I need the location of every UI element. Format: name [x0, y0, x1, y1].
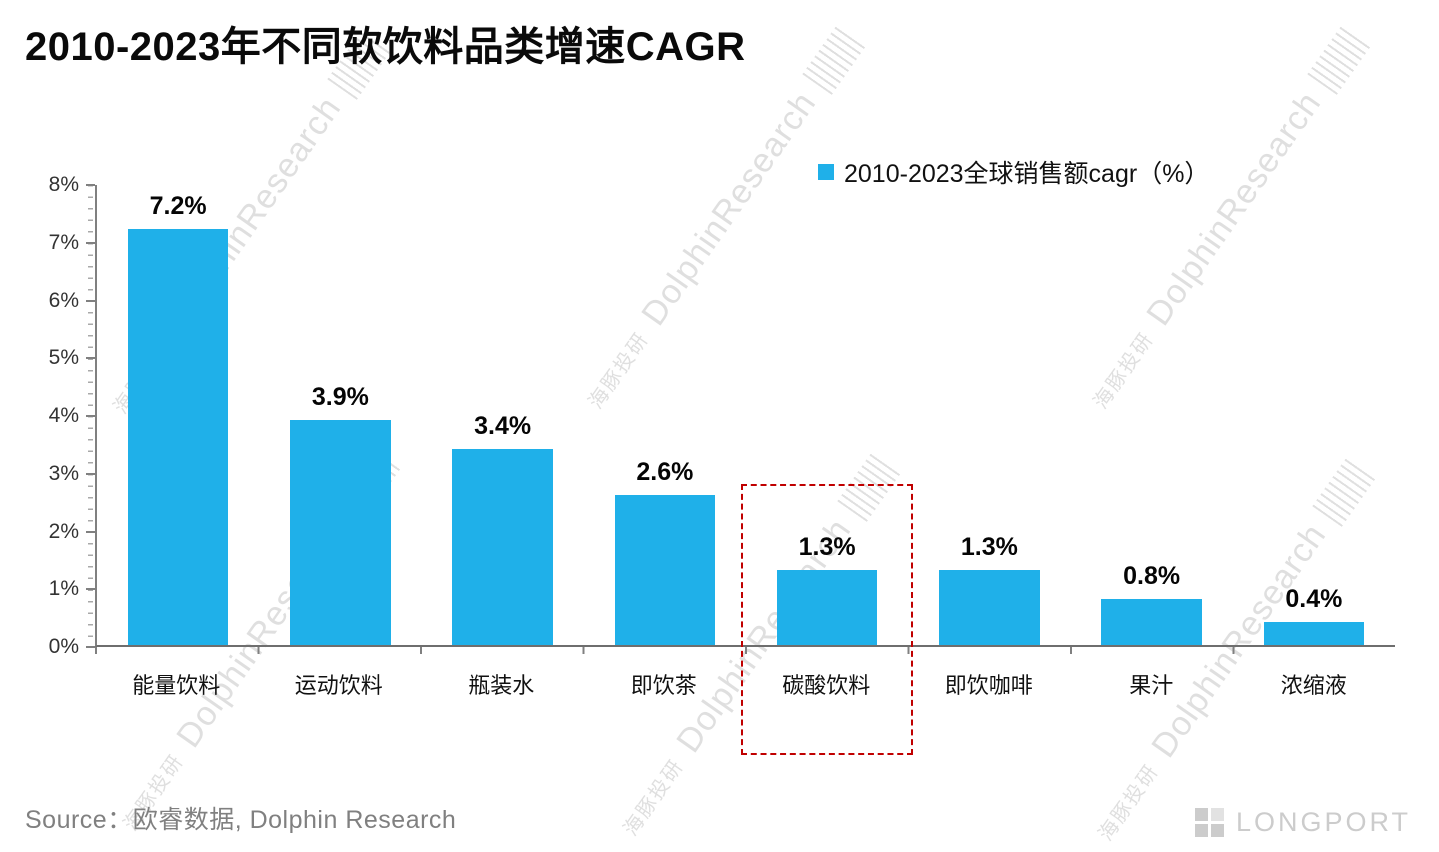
y-tick-mark [86, 184, 95, 186]
y-tick-mark [86, 530, 95, 533]
y-tick-label: 2% [48, 519, 79, 543]
x-axis-label: 能量饮料 [132, 673, 221, 698]
x-axis-ticks [95, 647, 1395, 654]
x-axis-label: 运动饮料 [294, 673, 383, 698]
chart-title: 2010-2023年不同软饮料品类增速CAGR [25, 25, 746, 69]
y-tick-label: 0% [48, 635, 79, 658]
x-axis-label: 瓶装水 [468, 673, 535, 698]
plot-wrap: 7.2% 3.9% 3.4% 2.6% 1.3% 1.3% 0.8% 0.4% 能量饮料 运动饮… [95, 185, 1395, 755]
y-tick-mark [86, 241, 95, 244]
bar-浓缩液 [1263, 621, 1365, 645]
x-axis-label: 碳酸饮料 [782, 673, 871, 698]
plot-area: 7.2% 3.9% 3.4% 2.6% 1.3% 1.3% 0.8% 0.4% [95, 185, 1395, 755]
longport-logo: LONGPORT [1194, 807, 1411, 838]
bar-即饮茶 [614, 494, 716, 645]
bar-value-label: 2.6% [636, 457, 694, 486]
y-axis: 0% 1% 2% 3% 4% 5% 6% 7% 8% [25, 173, 95, 658]
legend: 2010-2023全球销售额cagr（%） [818, 154, 1209, 190]
y-tick-mark [86, 588, 95, 591]
x-axis-label: 即饮茶 [630, 673, 697, 698]
bar-column-8: 0.4% [1233, 185, 1395, 645]
y-tick-label: 1% [48, 577, 79, 601]
bar-即饮咖啡 [939, 569, 1040, 645]
longport-logo-text: LONGPORT [1235, 807, 1411, 837]
bar-value-label: 3.9% [311, 382, 369, 411]
source-note: Source：欧睿数据, Dolphin Research [25, 806, 457, 834]
y-tick-mark [86, 415, 95, 417]
y-tick-label: 8% [48, 173, 79, 196]
y-tick-mark [86, 646, 95, 648]
bar-果汁 [1101, 598, 1202, 645]
y-tick-label: 4% [48, 404, 79, 427]
x-axis-label: 果汁 [1129, 673, 1174, 698]
bar-value-label: 0.8% [1123, 561, 1181, 590]
y-tick-label: 7% [48, 230, 79, 254]
bar-column-6: 1.3% [908, 185, 1070, 645]
bar-能量饮料 [127, 229, 229, 645]
bar-value-label: 7.2% [149, 192, 207, 221]
y-tick-mark [86, 299, 95, 302]
longport-grid-icon [1194, 808, 1224, 837]
hatch-pattern-icon [1306, 23, 1372, 95]
bar-column-2: 3.9% [259, 185, 421, 645]
legend-label: 2010-2023全球销售额cagr（%） [844, 160, 1210, 188]
y-tick-mark [86, 472, 95, 475]
y-tick-label: 3% [48, 461, 79, 485]
bar-value-label: 1.3% [798, 532, 856, 561]
watermark-cn-text: 海豚投研 [1094, 760, 1164, 846]
watermark-cn-text: 海豚投研 [619, 755, 689, 841]
bar-column-3: 3.4% [422, 185, 584, 645]
legend-swatch-icon [818, 164, 834, 180]
bar-column-7: 0.8% [1071, 185, 1233, 645]
bar-碳酸饮料 [776, 569, 878, 645]
bar-value-label: 3.4% [474, 411, 532, 440]
x-axis-labels: 能量饮料 运动饮料 瓶装水 即饮茶 碳酸饮料 即饮咖啡 果汁 浓缩液 [95, 668, 1395, 700]
y-tick-label: 6% [48, 288, 79, 312]
bar-column-1: 7.2% [97, 185, 259, 645]
bar-column-4: 2.6% [584, 185, 746, 645]
y-tick-label: 5% [48, 346, 79, 370]
x-axis-label: 即饮咖啡 [944, 673, 1033, 698]
bar-value-label: 1.3% [960, 532, 1018, 561]
chart-area: 0% 1% 2% 3% 4% 5% 6% 7% 8% 7.2% 3.9% 3.4% 2.6% 1.3% 1… [25, 173, 1395, 755]
bar-运动饮料 [290, 419, 391, 645]
bar-瓶装水 [452, 448, 553, 645]
bar-value-label: 0.4% [1285, 584, 1343, 613]
x-axis-label: 浓缩液 [1280, 673, 1347, 698]
y-tick-mark [86, 357, 95, 360]
hatch-pattern-icon [801, 23, 867, 95]
bar-column-5: 1.3% [741, 185, 914, 755]
